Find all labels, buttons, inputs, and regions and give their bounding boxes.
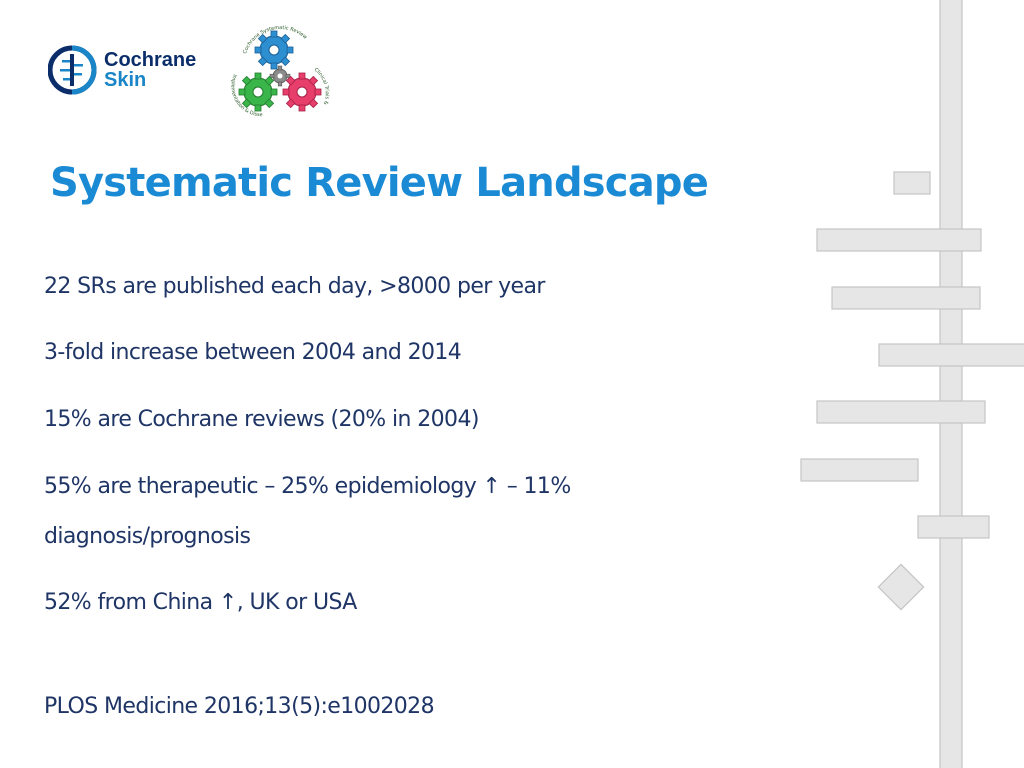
- deco-diamond: [877, 563, 925, 611]
- bullet-3: 15% are Cochrane reviews (20% in 2004): [44, 407, 479, 432]
- gears-icon: Cochrane Systematic Review Clinical Tria…: [226, 20, 330, 118]
- deco-bar-4: [878, 343, 1024, 367]
- bullet-2: 3-fold increase between 2004 and 2014: [44, 340, 462, 365]
- cochrane-logo-icon: [48, 45, 97, 95]
- logo-wordmark: Cochrane Skin: [104, 50, 196, 90]
- gears-logo: Cochrane Systematic Review Clinical Tria…: [226, 20, 338, 120]
- bullet-4: 55% are therapeutic – 25% epidemiology ↑…: [44, 474, 571, 549]
- slide-title: Systematic Review Landscape: [50, 160, 709, 206]
- deco-bar-5: [816, 400, 986, 424]
- bullet-1: 22 SRs are published each day, >8000 per…: [44, 274, 545, 299]
- deco-bar-7: [917, 515, 990, 539]
- deco-bar-1: [893, 171, 931, 195]
- deco-bar-3: [831, 286, 981, 310]
- logo-line-2: Skin: [104, 69, 147, 91]
- bullet-5: 52% from China ↑, UK or USA: [44, 590, 357, 615]
- deco-bar-2: [816, 228, 982, 252]
- decorative-bars: [800, 0, 1024, 768]
- deco-vertical-bar: [939, 0, 963, 768]
- reference-citation: PLOS Medicine 2016;13(5):e1002028: [44, 694, 435, 719]
- cochrane-skin-logo: Cochrane Skin: [48, 44, 218, 100]
- logo-line-1: Cochrane: [104, 49, 197, 71]
- deco-bar-6: [800, 458, 919, 482]
